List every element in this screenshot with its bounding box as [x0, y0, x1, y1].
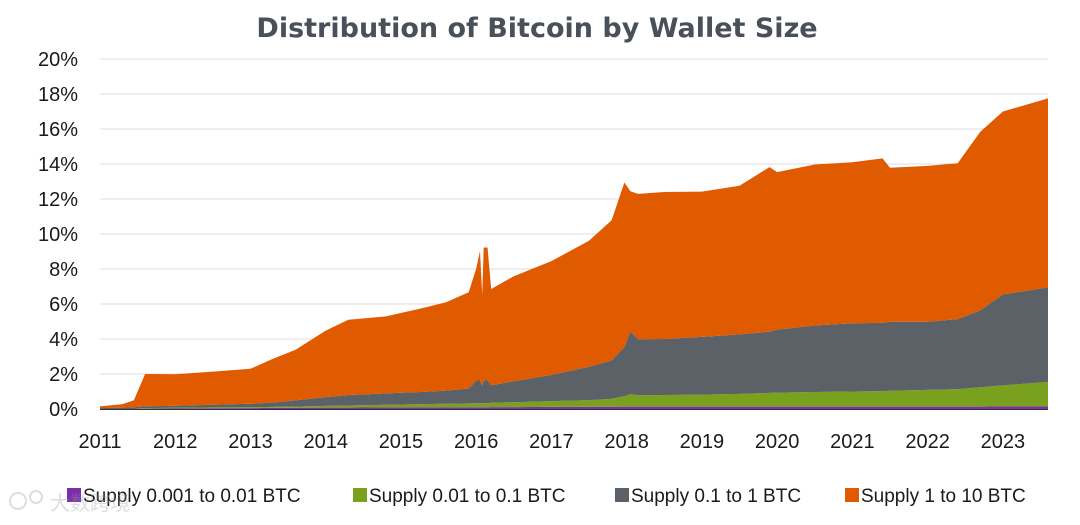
y-tick-label: 6%	[49, 294, 78, 316]
x-tick-label: 2017	[529, 431, 574, 453]
watermark: 大数跨境	[9, 490, 130, 515]
x-tick-label: 2012	[153, 431, 198, 453]
x-tick-label: 2013	[228, 431, 273, 453]
chart-title: Distribution of Bitcoin by Wallet Size	[256, 13, 817, 44]
y-tick-label: 8%	[49, 259, 78, 281]
area-supply-0-001-to-0-01-btc	[100, 406, 1048, 409]
y-tick-label: 16%	[38, 119, 78, 141]
area-supply-1-to-10-btc	[100, 98, 1048, 409]
legend-label: Supply 0.1 to 1 BTC	[631, 486, 801, 507]
y-tick-label: 4%	[49, 329, 78, 351]
legend-swatch	[67, 488, 81, 502]
legend-label: Supply 0.01 to 0.1 BTC	[369, 486, 565, 507]
x-tick-label: 2011	[78, 431, 121, 453]
area-supply-0-01-to-0-1-btc	[100, 381, 1048, 409]
legend-swatch	[615, 488, 629, 502]
y-tick-label: 2%	[49, 364, 78, 386]
x-tick-label: 2020	[755, 431, 800, 453]
area-supply-0-1-to-1-btc	[100, 287, 1048, 409]
x-tick-label: 2016	[454, 431, 499, 453]
x-tick-label: 2015	[379, 431, 424, 453]
x-tick-label: 2014	[303, 431, 348, 453]
plot-area	[100, 98, 1048, 409]
x-tick-label: 2023	[981, 431, 1026, 453]
legend: Supply 0.001 to 0.01 BTC Supply 0.01 to 0…	[67, 486, 1026, 507]
axes: 0% 2% 4% 6% 8% 10% 12% 14% 16% 18% 20% 2011 2012 2013…	[38, 49, 1048, 453]
y-tick-label: 14%	[38, 154, 78, 176]
y-tick-label: 20%	[38, 49, 78, 71]
x-tick-label: 2018	[604, 431, 649, 453]
y-tick-label: 0%	[49, 399, 78, 421]
legend-swatch	[845, 488, 859, 502]
watermark-text: 大数跨境	[50, 491, 130, 515]
watermark-logo-icon	[9, 490, 43, 510]
y-tick-label: 12%	[38, 189, 78, 211]
legend-label: Supply 0.001 to 0.01 BTC	[83, 486, 301, 507]
legend-label: Supply 1 to 10 BTC	[861, 486, 1026, 507]
y-tick-label: 18%	[38, 84, 78, 106]
legend-swatch	[353, 488, 367, 502]
x-tick-label: 2019	[680, 431, 725, 453]
y-tick-label: 10%	[38, 224, 78, 246]
grid	[100, 58, 1048, 375]
x-tick-label: 2021	[830, 431, 875, 453]
x-tick-label: 2022	[905, 431, 950, 453]
